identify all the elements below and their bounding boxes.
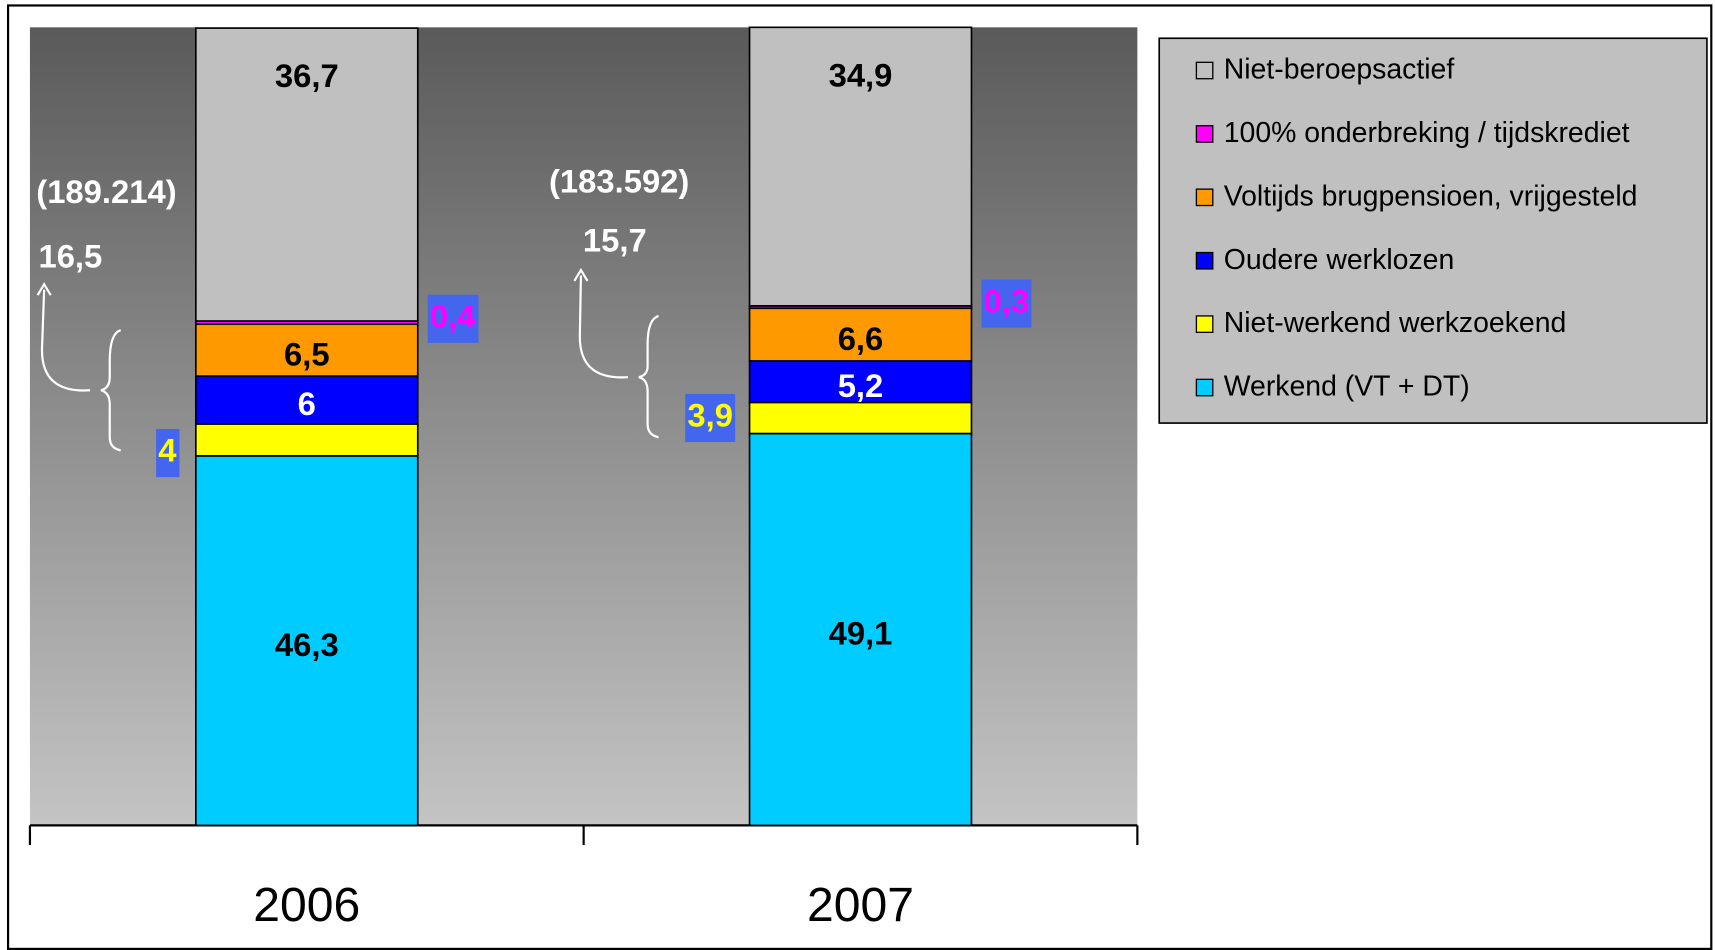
x-tick-label: 2007 <box>807 878 914 932</box>
bar-segment <box>195 375 419 425</box>
legend-swatch <box>1195 125 1214 143</box>
annotation: 16,5 <box>38 238 102 275</box>
bar-segment <box>748 26 973 307</box>
value-label: 46,3 <box>275 626 339 663</box>
bar-segment <box>195 423 419 457</box>
legend-label: Niet-werkend werkzoekend <box>1224 307 1567 339</box>
bar-segment <box>195 455 419 827</box>
value-label: 3,9 <box>687 397 733 434</box>
value-label: 6 <box>298 385 316 422</box>
value-label-box <box>427 294 479 343</box>
bar-segment <box>748 307 973 362</box>
value-label-box <box>156 428 180 478</box>
braces <box>36 267 659 452</box>
annotation: (189.214) <box>36 173 176 210</box>
value-label: 6,5 <box>284 335 330 372</box>
value-label: 5,2 <box>838 367 884 404</box>
value-label: 36,7 <box>275 57 339 94</box>
legend-label: Oudere werklozen <box>1224 244 1455 276</box>
value-label-box <box>685 393 736 443</box>
legend-swatch <box>1195 61 1214 80</box>
legend-label: Niet-beroepsactief <box>1224 54 1455 86</box>
value-label-box <box>981 279 1032 328</box>
legend-label: Voltijds brugpensioen, vrijgesteld <box>1224 180 1638 212</box>
annotation: (183.592) <box>549 162 689 199</box>
legend <box>1158 37 1708 424</box>
bar-segment <box>748 401 973 435</box>
legend-swatch <box>1195 378 1214 397</box>
value-label: 0,3 <box>984 282 1030 319</box>
annotation: 15,7 <box>583 221 647 258</box>
legend-swatch <box>1195 315 1214 333</box>
legend-swatch <box>1195 251 1214 270</box>
value-label: 34,9 <box>829 56 893 93</box>
legend-label: Werkend (VT + DT) <box>1224 371 1470 403</box>
value-label: 0,4 <box>430 297 476 334</box>
legend-swatch <box>1195 188 1214 207</box>
value-label: 6,6 <box>838 320 884 357</box>
bar-segment <box>195 323 419 377</box>
value-label: 49,1 <box>829 615 893 652</box>
x-tick-label: 2006 <box>253 878 360 932</box>
value-label: 4 <box>158 432 177 469</box>
bar-segment <box>195 27 419 322</box>
legend-label: 100% onderbreking / tijdskrediet <box>1224 117 1630 149</box>
